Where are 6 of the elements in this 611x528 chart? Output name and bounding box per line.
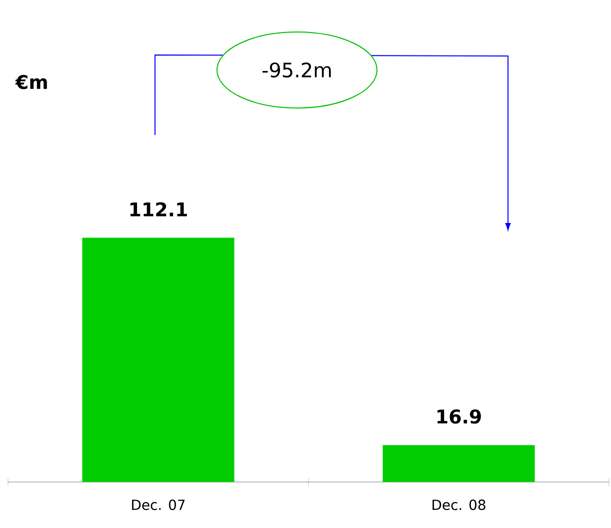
data-label: 16.9: [438, 409, 481, 424]
x-tick-label: Dec. 07: [132, 500, 185, 510]
x-tick-label: Dec. 08: [432, 500, 486, 510]
data-label: 112.1: [130, 202, 187, 216]
text: €m: [15, 74, 47, 90]
text: -95.2m: [262, 62, 331, 78]
